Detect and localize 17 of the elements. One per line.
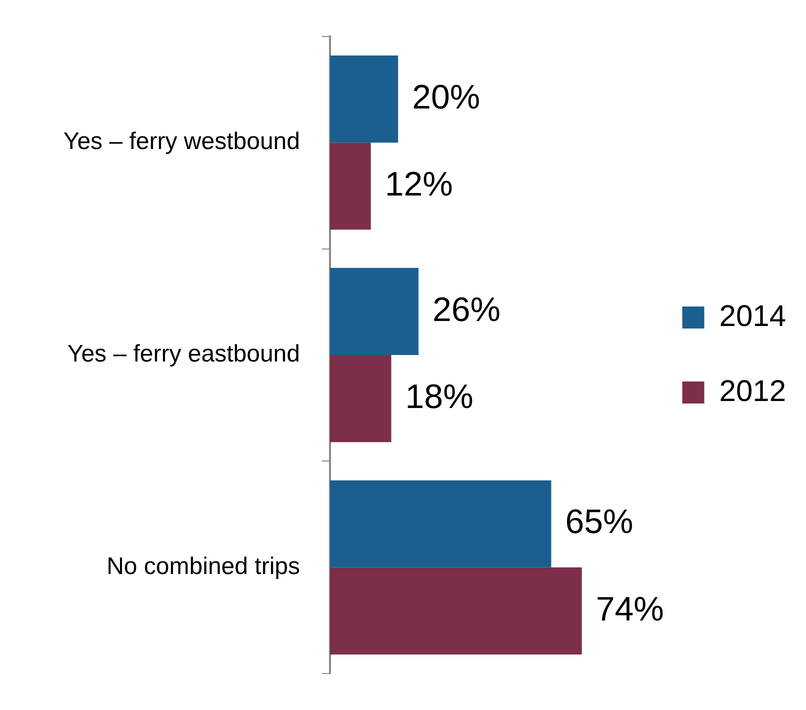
- data-label: 74%: [596, 590, 664, 628]
- legend-label: 2014: [719, 300, 786, 333]
- y-tick-label: No combined trips: [106, 553, 300, 580]
- y-tick-label: Yes – ferry eastbound: [67, 340, 300, 368]
- data-label: 26%: [432, 290, 501, 329]
- bar: [330, 567, 582, 654]
- bar: [330, 268, 418, 355]
- y-tick-label: Yes – ferry westbound: [63, 128, 300, 156]
- bar: [330, 355, 392, 442]
- data-label: 65%: [565, 503, 634, 542]
- data-label: 20%: [412, 78, 480, 116]
- data-label: 18%: [405, 378, 474, 416]
- bar: [330, 142, 371, 230]
- bar: [330, 56, 398, 143]
- bar: [330, 480, 552, 568]
- legend-label: 2012: [719, 374, 786, 408]
- data-label: 12%: [384, 166, 453, 204]
